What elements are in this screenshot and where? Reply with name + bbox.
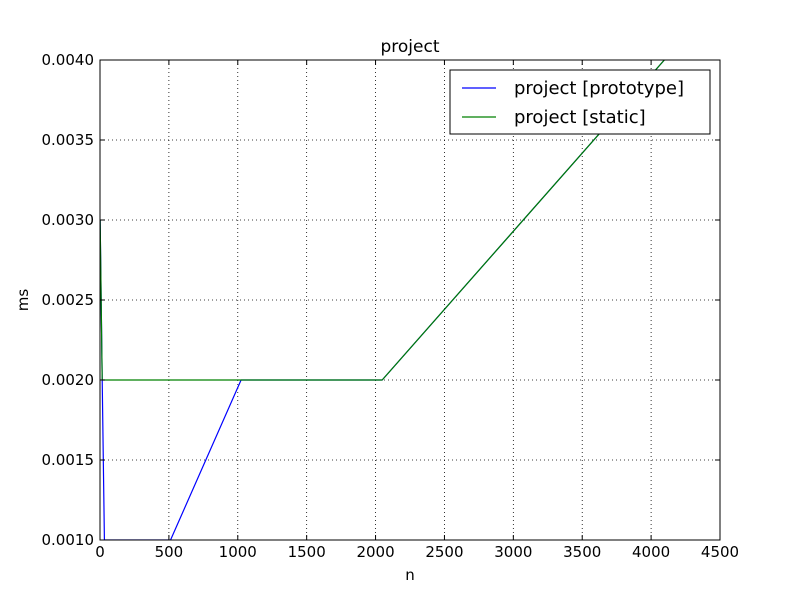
- grid-layer: [100, 60, 720, 540]
- chart-title: project: [380, 37, 439, 57]
- y-tick-label: 0.0025: [42, 291, 95, 309]
- x-tick-label: 1500: [288, 543, 326, 561]
- y-tick-label: 0.0020: [42, 371, 95, 389]
- x-tick-label: 500: [155, 543, 184, 561]
- x-tick-label: 4000: [632, 543, 670, 561]
- legend-label-1: project [static]: [514, 107, 646, 128]
- y-tick-label: 0.0040: [42, 51, 95, 69]
- x-tick-label: 2500: [425, 543, 463, 561]
- y-tick-label: 0.0035: [42, 131, 95, 149]
- tick-layer: 0 500 1000 1500 2000 2500 3000 3500 4000 4500 0.00…: [42, 51, 740, 561]
- x-axis-label: n: [405, 566, 415, 584]
- x-tick-label: 0: [95, 543, 105, 561]
- x-tick-label: 4500: [701, 543, 739, 561]
- legend: project [prototype] project [static]: [449, 69, 711, 135]
- x-tick-label: 3000: [494, 543, 532, 561]
- legend-label-0: project [prototype]: [514, 78, 684, 99]
- x-tick-label: 2000: [356, 543, 394, 561]
- y-tick-label: 0.0030: [42, 211, 95, 229]
- legend-box: [449, 69, 711, 135]
- y-tick-label: 0.0015: [42, 451, 95, 469]
- x-tick-label: 3500: [563, 543, 601, 561]
- y-axis-label: ms: [14, 289, 32, 312]
- x-tick-label: 1000: [219, 543, 257, 561]
- y-tick-label: 0.0010: [42, 531, 95, 549]
